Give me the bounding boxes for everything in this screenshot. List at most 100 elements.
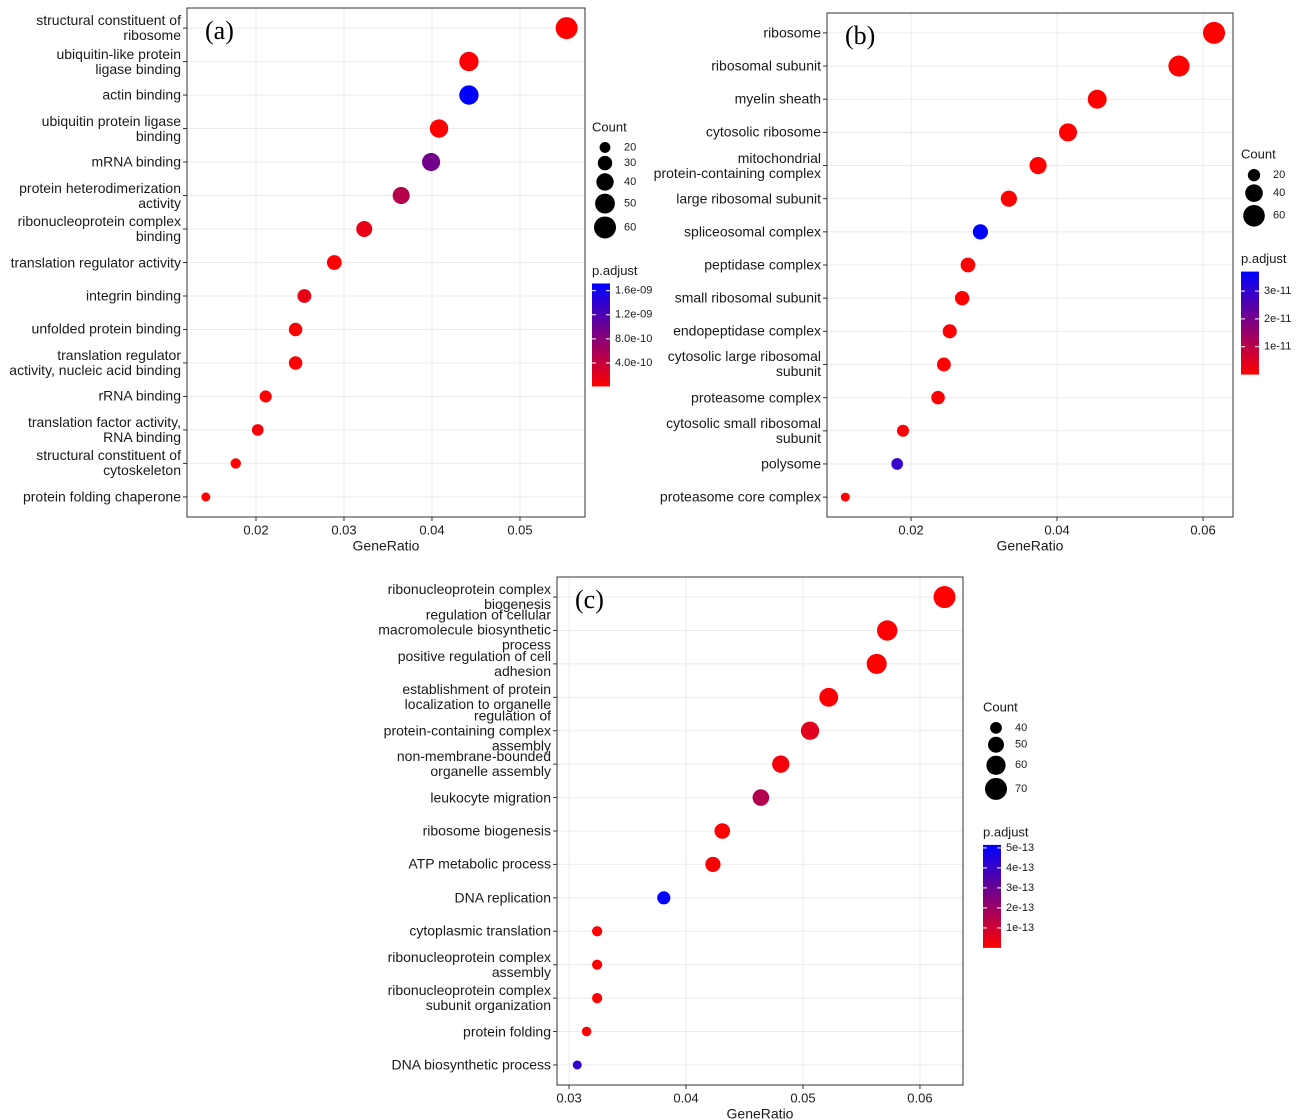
- dot: [960, 257, 976, 273]
- dot: [772, 755, 790, 773]
- legend-dot: [595, 193, 615, 214]
- x-tick-label: 0.05: [507, 522, 532, 537]
- x-axis-title: GeneRatio: [997, 538, 1064, 554]
- y-tick-label: protein heterodimerization activity: [19, 179, 181, 211]
- y-tick-label: structural constituent of cytoskeleton: [36, 447, 181, 479]
- color-tick-label: 1.6e-09: [615, 285, 652, 297]
- y-tick-label: cytoplasmic translation: [409, 922, 551, 939]
- color-tick-label: 3e-11: [1264, 285, 1291, 297]
- x-tick-label: 0.02: [898, 522, 923, 537]
- x-tick-label: 0.02: [243, 522, 268, 537]
- y-tick-label: ribonucleoprotein complex binding: [17, 213, 181, 244]
- y-tick-label: rRNA binding: [98, 387, 182, 404]
- dot: [866, 653, 887, 674]
- color-tick-label: 8.0e-10: [615, 333, 652, 345]
- dot: [936, 357, 951, 372]
- legend-title: p.adjust: [592, 263, 638, 278]
- plot-border: [826, 12, 1234, 518]
- y-tick-label: protein folding chaperone: [22, 488, 181, 505]
- dot: [572, 1060, 582, 1070]
- x-tick-label: 0.04: [1044, 522, 1069, 537]
- legend-title: p.adjust: [983, 824, 1029, 839]
- y-tick-label: regulation of cellular macromolecule bio…: [378, 606, 551, 653]
- y-tick-label: ATP metabolic process: [408, 855, 551, 872]
- color-tick-label: 2e-13: [1006, 902, 1034, 914]
- dot: [972, 224, 988, 240]
- y-tick-label: small ribosomal subunit: [674, 289, 821, 306]
- legend-title: Count: [592, 119, 627, 134]
- y-tick-label: proteasome core complex: [659, 488, 821, 505]
- color-bar: [1241, 271, 1259, 375]
- legend-dot: [985, 777, 1007, 800]
- legend-dot: [988, 736, 1004, 753]
- legend-label: 50: [624, 197, 636, 209]
- y-tick-label: structural constituent of ribosome: [36, 12, 181, 44]
- plot-border: [556, 576, 964, 1086]
- dot: [896, 424, 910, 437]
- dot: [931, 390, 945, 405]
- x-tick-label: 0.03: [556, 1090, 581, 1105]
- dot: [429, 119, 449, 138]
- y-tick-label: translation regulator activity, nucleic …: [9, 346, 181, 378]
- color-tick-label: 1e-13: [1006, 922, 1034, 934]
- legend-label: 40: [1015, 722, 1027, 734]
- dot: [592, 993, 603, 1004]
- y-tick-label: ribonucleoprotein complex subunit organi…: [387, 982, 551, 1014]
- color-tick-label: 1e-11: [1264, 341, 1291, 353]
- x-tick-label: 0.04: [419, 522, 444, 537]
- dot: [459, 51, 479, 72]
- legend-label: 40: [1273, 187, 1285, 199]
- x-tick-label: 0.06: [907, 1090, 932, 1105]
- y-tick-label: ribosome biogenesis: [422, 822, 551, 839]
- dot: [1087, 89, 1107, 109]
- dot: [581, 1026, 592, 1037]
- x-axis-title: GeneRatio: [353, 538, 420, 554]
- y-tick-label: mRNA binding: [91, 153, 182, 170]
- x-tick-label: 0.04: [673, 1090, 698, 1105]
- dot: [1203, 21, 1226, 44]
- panel-label: (b): [845, 21, 875, 50]
- dot: [459, 85, 479, 105]
- legend-label: 30: [624, 157, 636, 169]
- x-tick-label: 0.05: [790, 1090, 815, 1105]
- dot: [1058, 123, 1078, 142]
- y-tick-label: integrin binding: [86, 287, 181, 304]
- y-tick-label: spliceosomal complex: [684, 223, 821, 240]
- color-tick-label: 4e-13: [1006, 862, 1034, 874]
- color-bar: [592, 283, 610, 387]
- legend-dot: [596, 173, 614, 191]
- dot: [1029, 156, 1047, 175]
- dot: [592, 926, 603, 937]
- color-bar: [983, 844, 1001, 948]
- dot: [933, 586, 956, 609]
- y-tick-label: DNA biosynthetic process: [391, 1056, 551, 1073]
- y-tick-label: endopeptidase complex: [673, 322, 821, 339]
- legend-dot: [594, 216, 616, 239]
- y-tick-label: actin binding: [102, 86, 181, 103]
- legend-dot: [1243, 204, 1265, 227]
- y-tick-label: positive regulation of cell adhesion: [397, 647, 551, 679]
- legend-dot: [597, 155, 613, 171]
- y-tick-label: ubiquitin-like protein ligase binding: [56, 45, 181, 77]
- y-tick-label: unfolded protein binding: [31, 320, 181, 337]
- y-tick-label: translation factor activity, RNA binding: [27, 413, 181, 445]
- dot: [714, 823, 731, 839]
- y-tick-label: ubiquitin protein ligase binding: [41, 112, 181, 144]
- dot: [840, 492, 850, 502]
- legend-label: 50: [1015, 739, 1027, 751]
- dot: [657, 891, 671, 905]
- x-tick-label: 0.03: [331, 522, 356, 537]
- legend-title: Count: [983, 699, 1018, 714]
- dot: [555, 17, 578, 40]
- dot: [288, 322, 303, 337]
- legend-label: 60: [1015, 759, 1027, 771]
- dot: [259, 390, 272, 403]
- y-tick-label: DNA replication: [454, 889, 552, 906]
- y-tick-label: leukocyte migration: [430, 789, 551, 806]
- dot: [422, 152, 441, 172]
- dot: [297, 289, 312, 303]
- dot: [800, 721, 820, 740]
- color-tick-label: 4.0e-10: [615, 357, 652, 369]
